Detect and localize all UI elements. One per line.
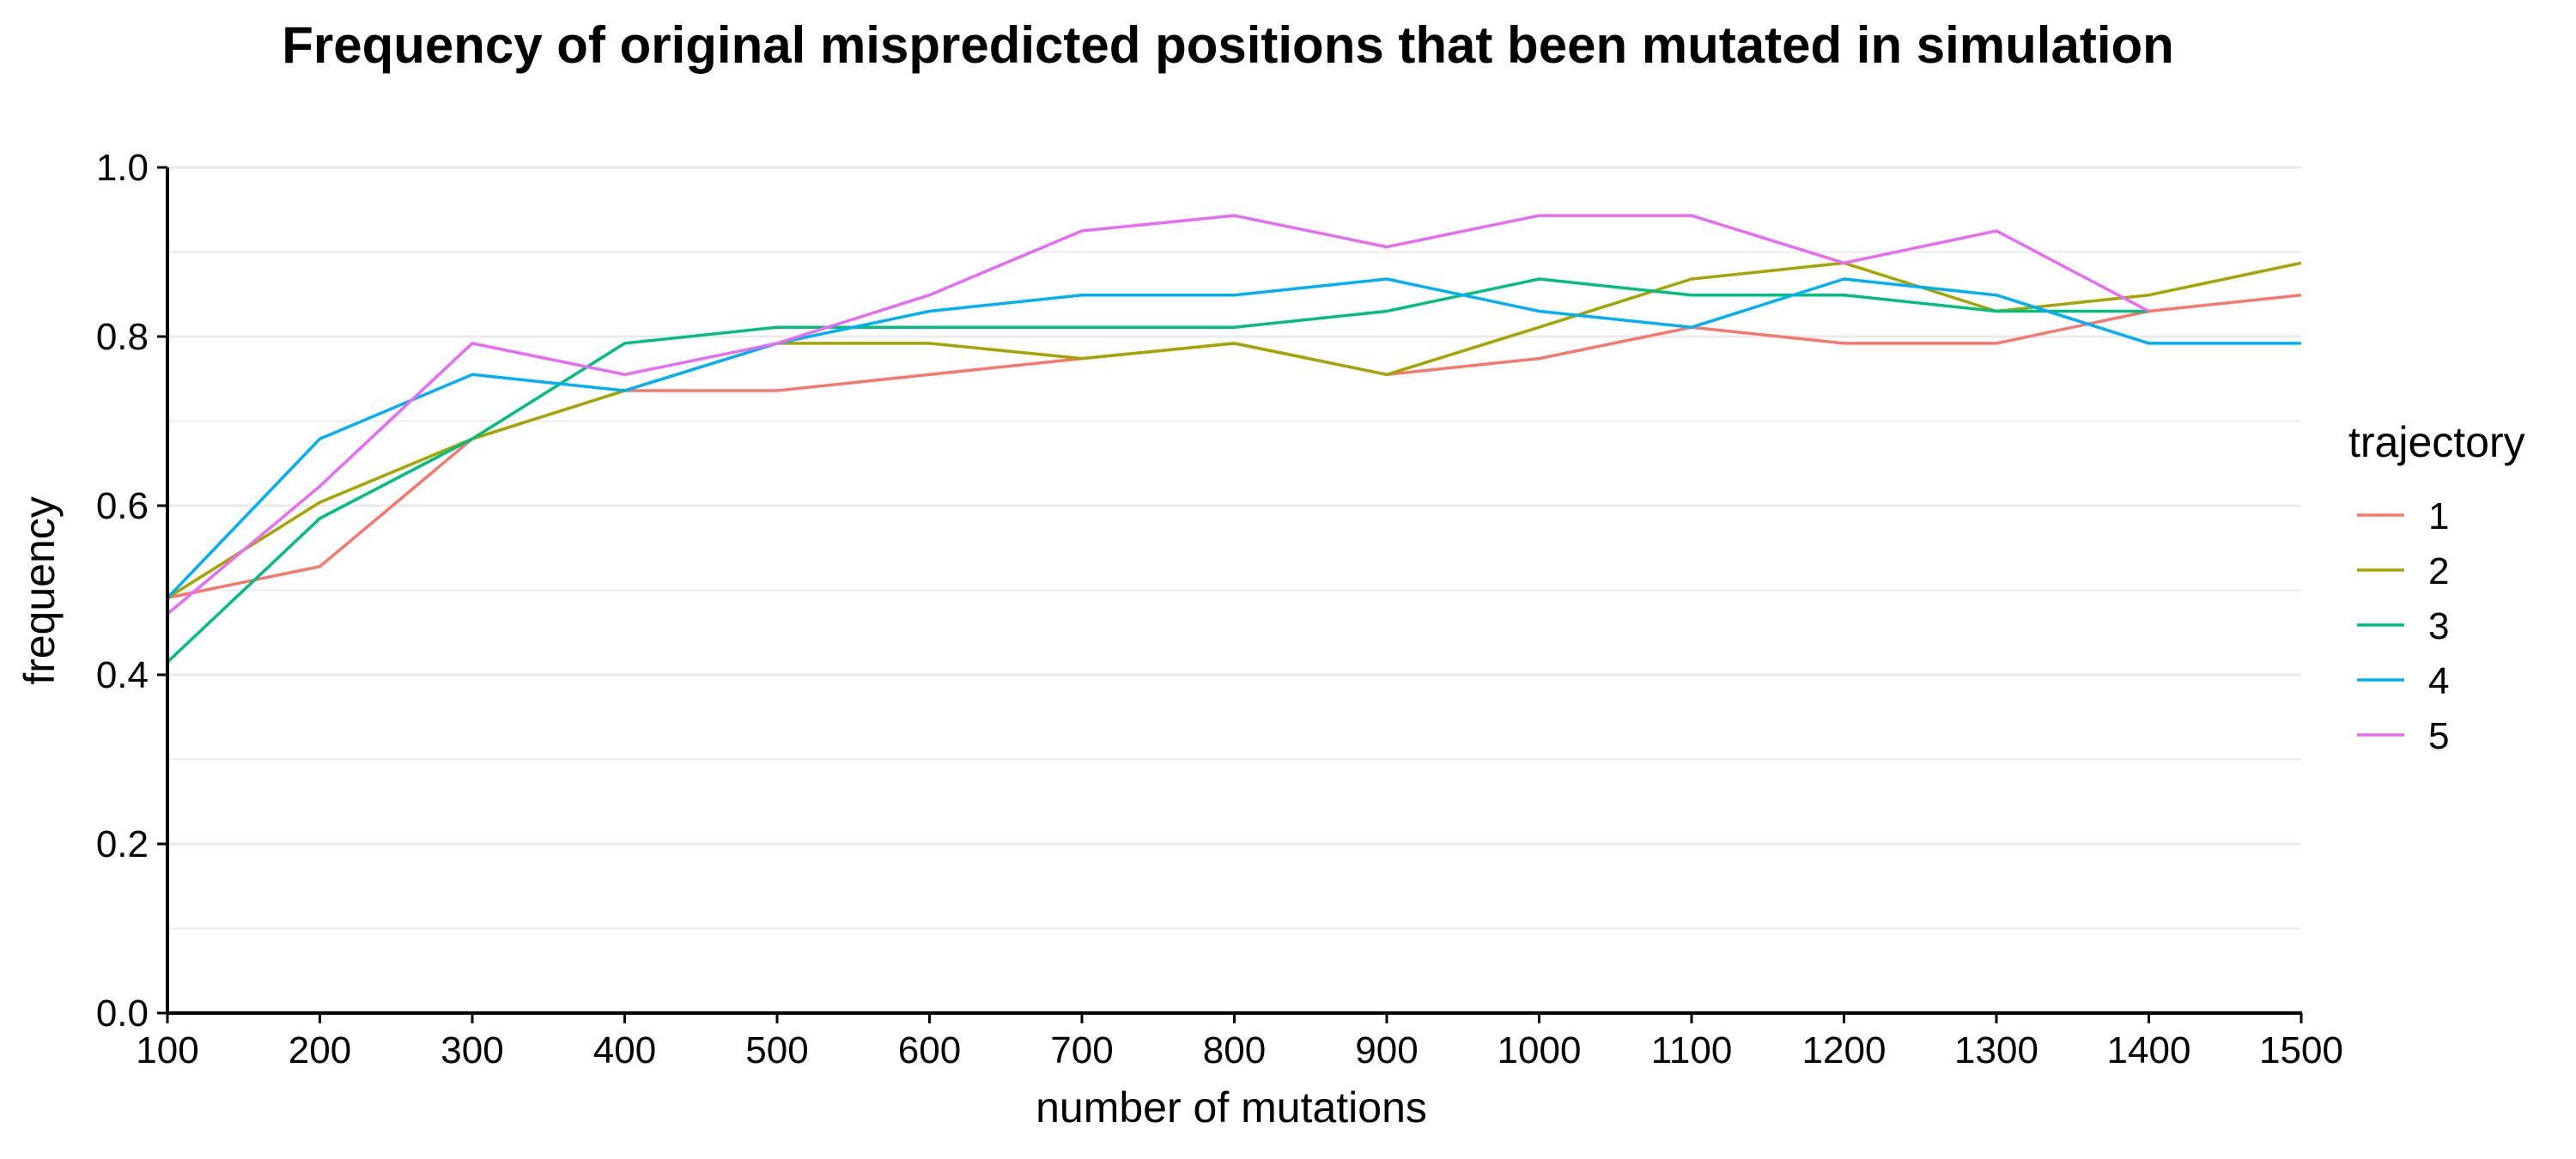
- series-line-2: [167, 261, 2302, 599]
- x-tick-label: 900: [1355, 1029, 1418, 1071]
- series-line-5: [166, 214, 2150, 616]
- x-tick-label: 1500: [2259, 1029, 2343, 1071]
- y-axis-title: frequency: [15, 496, 64, 685]
- x-tick-label: 600: [898, 1029, 961, 1071]
- x-tick-label: 1000: [1498, 1029, 1582, 1071]
- y-tick-label: 0.4: [96, 654, 149, 696]
- legend-label-1: 1: [2428, 495, 2449, 537]
- legend-items: 1 2 3 4 5: [2357, 495, 2449, 757]
- y-tick-label: 0.8: [96, 316, 149, 358]
- y-tick-label: 1.0: [96, 147, 149, 189]
- y-tick-label: 0.6: [96, 485, 149, 527]
- x-tick-label: 100: [136, 1029, 198, 1071]
- x-tick-label: 500: [745, 1029, 808, 1071]
- legend: trajectory 1 2 3 4 5: [2348, 418, 2525, 757]
- x-tick-label: 800: [1203, 1029, 1266, 1071]
- x-tick-label: 300: [440, 1029, 503, 1071]
- legend-label-5: 5: [2428, 715, 2449, 757]
- x-tick-label: 1200: [1802, 1029, 1886, 1071]
- series-lines: [166, 214, 2302, 664]
- legend-label-3: 3: [2428, 605, 2449, 647]
- x-tick-label: 700: [1050, 1029, 1113, 1071]
- series-line-1: [167, 293, 2302, 600]
- x-tick-label: 200: [289, 1029, 351, 1071]
- axes: 0.0 0.2 0.4 0.6 0.8 1.0 100 200 300 400 500 600 700 8…: [96, 147, 2343, 1071]
- series-line-4: [166, 277, 2301, 599]
- series-line-3: [166, 277, 2149, 664]
- legend-label-4: 4: [2428, 660, 2449, 702]
- y-tick-label: 0.2: [96, 823, 149, 865]
- chart-title: Frequency of original mispredicted posit…: [282, 16, 2174, 74]
- x-tick-label: 1400: [2107, 1029, 2191, 1071]
- legend-label-2: 2: [2428, 550, 2449, 592]
- x-axis-title: number of mutations: [1036, 1083, 1427, 1132]
- x-tick-label: 1300: [1954, 1029, 2038, 1071]
- x-tick-label: 1100: [1651, 1029, 1733, 1071]
- x-tick-label: 400: [593, 1029, 656, 1071]
- y-tick-label: 0.0: [96, 992, 149, 1035]
- grid-lines: [167, 166, 2301, 1015]
- legend-title: trajectory: [2348, 418, 2525, 466]
